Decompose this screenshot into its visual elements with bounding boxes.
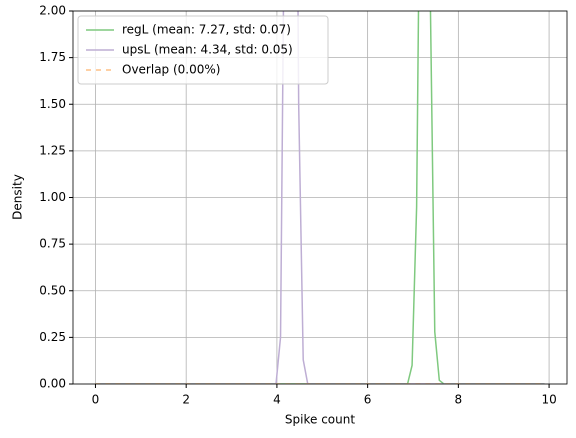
x-tick-label: 4 bbox=[273, 393, 281, 407]
y-tick-label: 1.25 bbox=[39, 143, 66, 157]
data-line bbox=[95, 11, 545, 384]
y-tick-label: 1.50 bbox=[39, 97, 66, 111]
y-axis-label: Density bbox=[11, 174, 25, 220]
y-tick-label: 2.00 bbox=[39, 4, 66, 18]
x-tick-label: 6 bbox=[364, 393, 372, 407]
y-tick-label: 0.50 bbox=[39, 283, 66, 297]
legend-label: regL (mean: 7.27, std: 0.07) bbox=[122, 23, 291, 37]
y-tick-label: 0.75 bbox=[39, 237, 66, 251]
x-tick-label: 10 bbox=[541, 393, 556, 407]
plot-area bbox=[95, 11, 545, 384]
y-tick-label: 1.75 bbox=[39, 50, 66, 64]
y-tick-label: 0.25 bbox=[39, 330, 66, 344]
ticks: 0 2 4 6 8 10 0.00 0.25 0.50 0.75 1.00 1.25 1.50 1.75 2… bbox=[39, 4, 556, 407]
legend-label: upsL (mean: 4.34, std: 0.05) bbox=[122, 43, 293, 57]
x-tick-label: 8 bbox=[455, 393, 463, 407]
legend-label: Overlap (0.00%) bbox=[122, 63, 220, 77]
y-tick-label: 0.00 bbox=[39, 377, 66, 391]
x-axis-label: Spike count bbox=[285, 413, 355, 427]
x-tick-label: 2 bbox=[182, 393, 190, 407]
y-tick-label: 1.00 bbox=[39, 190, 66, 204]
legend-box bbox=[77, 15, 329, 85]
x-tick-label: 0 bbox=[92, 393, 100, 407]
data-line bbox=[95, 11, 545, 384]
legend: regL (mean: 7.27, std: 0.07) upsL (mean: … bbox=[77, 15, 329, 85]
